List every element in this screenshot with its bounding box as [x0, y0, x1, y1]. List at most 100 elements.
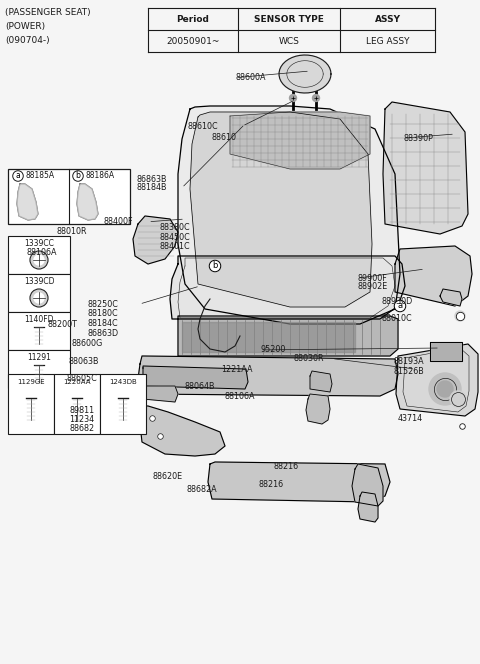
Text: 88064B: 88064B — [185, 382, 216, 391]
Text: 1339CD: 1339CD — [24, 278, 54, 286]
Polygon shape — [182, 322, 355, 352]
Circle shape — [30, 251, 48, 269]
Polygon shape — [140, 406, 225, 456]
Polygon shape — [306, 394, 330, 424]
Text: 88010C: 88010C — [382, 314, 412, 323]
Text: 88930D: 88930D — [382, 297, 413, 306]
Text: 88200T: 88200T — [48, 319, 78, 329]
Text: (POWER): (POWER) — [5, 22, 45, 31]
Text: 88010R: 88010R — [57, 227, 87, 236]
Text: 88184C: 88184C — [87, 319, 118, 328]
Text: 1339CC: 1339CC — [24, 240, 54, 248]
Polygon shape — [77, 184, 98, 220]
Text: 88390P: 88390P — [403, 133, 433, 143]
Text: b: b — [75, 171, 81, 181]
Text: 88250C: 88250C — [87, 299, 118, 309]
Bar — [100, 374, 145, 434]
Text: 88184B: 88184B — [137, 183, 168, 193]
Text: 81526B: 81526B — [394, 367, 424, 376]
Polygon shape — [396, 344, 478, 416]
Text: 1129GE: 1129GE — [17, 379, 45, 385]
Text: 11234: 11234 — [70, 415, 95, 424]
Text: (090704-): (090704-) — [5, 36, 49, 45]
Text: ASSY: ASSY — [374, 15, 400, 23]
Text: 89811: 89811 — [70, 406, 95, 415]
Text: WCS: WCS — [278, 37, 300, 46]
Text: 88106A: 88106A — [225, 392, 255, 401]
Text: 88620E: 88620E — [153, 471, 183, 481]
Circle shape — [429, 373, 461, 405]
Circle shape — [34, 293, 44, 303]
Text: 88106A: 88106A — [26, 248, 57, 258]
Text: 88216: 88216 — [274, 462, 299, 471]
Circle shape — [34, 255, 44, 265]
Text: 86863B: 86863B — [137, 175, 168, 184]
Text: 88030R: 88030R — [294, 354, 324, 363]
Text: 1140FD: 1140FD — [24, 315, 54, 325]
Text: 1243DB: 1243DB — [109, 379, 137, 385]
Circle shape — [450, 391, 466, 407]
Circle shape — [289, 94, 297, 102]
Bar — [54, 374, 100, 434]
Polygon shape — [440, 289, 462, 306]
Text: b: b — [212, 262, 218, 270]
Polygon shape — [208, 462, 390, 502]
Polygon shape — [178, 316, 398, 356]
Polygon shape — [279, 55, 331, 93]
Text: 88180C: 88180C — [87, 309, 118, 318]
Text: 88600G: 88600G — [72, 339, 103, 349]
Polygon shape — [178, 106, 400, 324]
Text: 88610: 88610 — [211, 133, 236, 142]
Text: 88186A: 88186A — [86, 171, 115, 181]
Text: (PASSENGER SEAT): (PASSENGER SEAT) — [5, 8, 91, 17]
Text: 89900F: 89900F — [357, 274, 387, 283]
Text: 1221AA: 1221AA — [221, 365, 252, 374]
Bar — [8, 169, 130, 224]
Circle shape — [312, 94, 320, 102]
Text: 1220AA: 1220AA — [63, 379, 91, 385]
Text: 88193A: 88193A — [394, 357, 424, 367]
Polygon shape — [310, 371, 332, 392]
Circle shape — [30, 289, 48, 307]
Polygon shape — [230, 112, 370, 169]
Polygon shape — [358, 492, 378, 522]
Text: 88216: 88216 — [258, 480, 283, 489]
Polygon shape — [143, 386, 178, 402]
Circle shape — [455, 311, 465, 321]
Polygon shape — [383, 102, 468, 234]
Text: Period: Period — [177, 15, 209, 23]
Text: 20050901~: 20050901~ — [166, 37, 220, 46]
Text: 88605C: 88605C — [66, 374, 97, 383]
Text: a: a — [16, 171, 20, 181]
Text: SENSOR TYPE: SENSOR TYPE — [254, 15, 324, 23]
Polygon shape — [352, 464, 383, 506]
Polygon shape — [190, 112, 372, 307]
Bar — [8, 236, 70, 274]
Text: 11291: 11291 — [27, 353, 51, 363]
Text: 88401C: 88401C — [159, 242, 190, 251]
Text: 88380C: 88380C — [159, 223, 190, 232]
Text: 95200: 95200 — [261, 345, 286, 355]
Bar — [8, 350, 70, 388]
Polygon shape — [17, 184, 38, 220]
Bar — [8, 312, 70, 350]
Text: 88063B: 88063B — [69, 357, 99, 366]
Text: 88185A: 88185A — [26, 171, 55, 181]
Polygon shape — [430, 342, 462, 361]
Polygon shape — [133, 216, 178, 264]
Circle shape — [437, 381, 453, 397]
Polygon shape — [138, 356, 398, 396]
Text: 88610C: 88610C — [187, 122, 218, 131]
Text: 88682A: 88682A — [186, 485, 217, 494]
Text: 43714: 43714 — [397, 414, 422, 423]
Text: a: a — [397, 301, 403, 311]
Bar — [8, 374, 54, 434]
Polygon shape — [143, 366, 248, 389]
Text: 88400F: 88400F — [103, 217, 132, 226]
Text: 86863D: 86863D — [87, 329, 119, 338]
Bar — [8, 274, 70, 312]
Text: 88902E: 88902E — [357, 282, 387, 291]
Text: 88682: 88682 — [70, 424, 95, 434]
Text: 88600A: 88600A — [235, 73, 266, 82]
Text: 88450C: 88450C — [159, 232, 190, 242]
